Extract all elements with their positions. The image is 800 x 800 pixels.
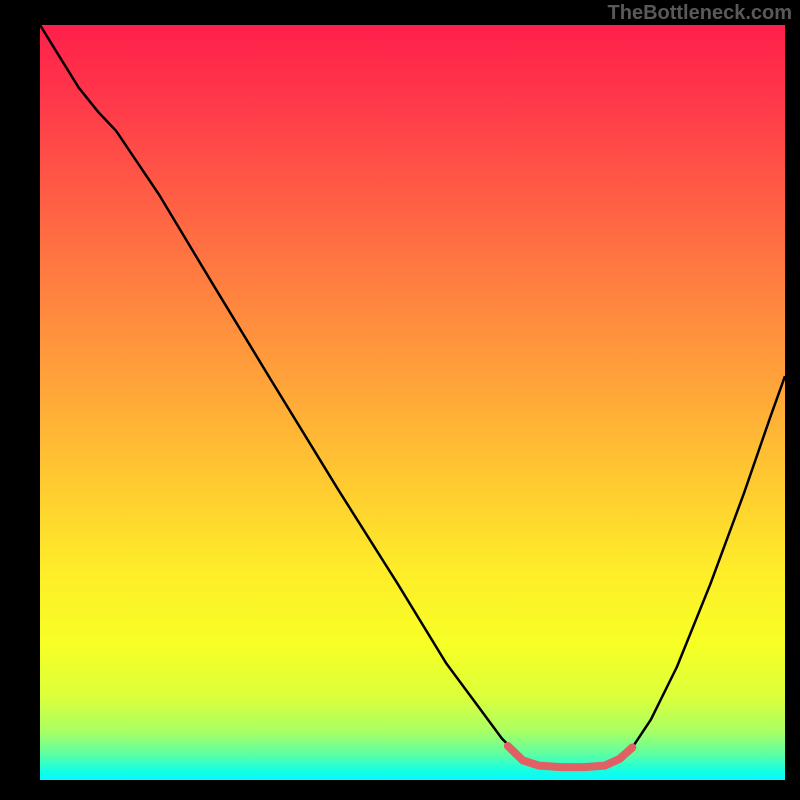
gradient-background [40, 25, 785, 780]
watermark-text: TheBottleneck.com [608, 2, 792, 25]
bottleneck-chart [40, 25, 785, 780]
chart-canvas [40, 25, 785, 780]
